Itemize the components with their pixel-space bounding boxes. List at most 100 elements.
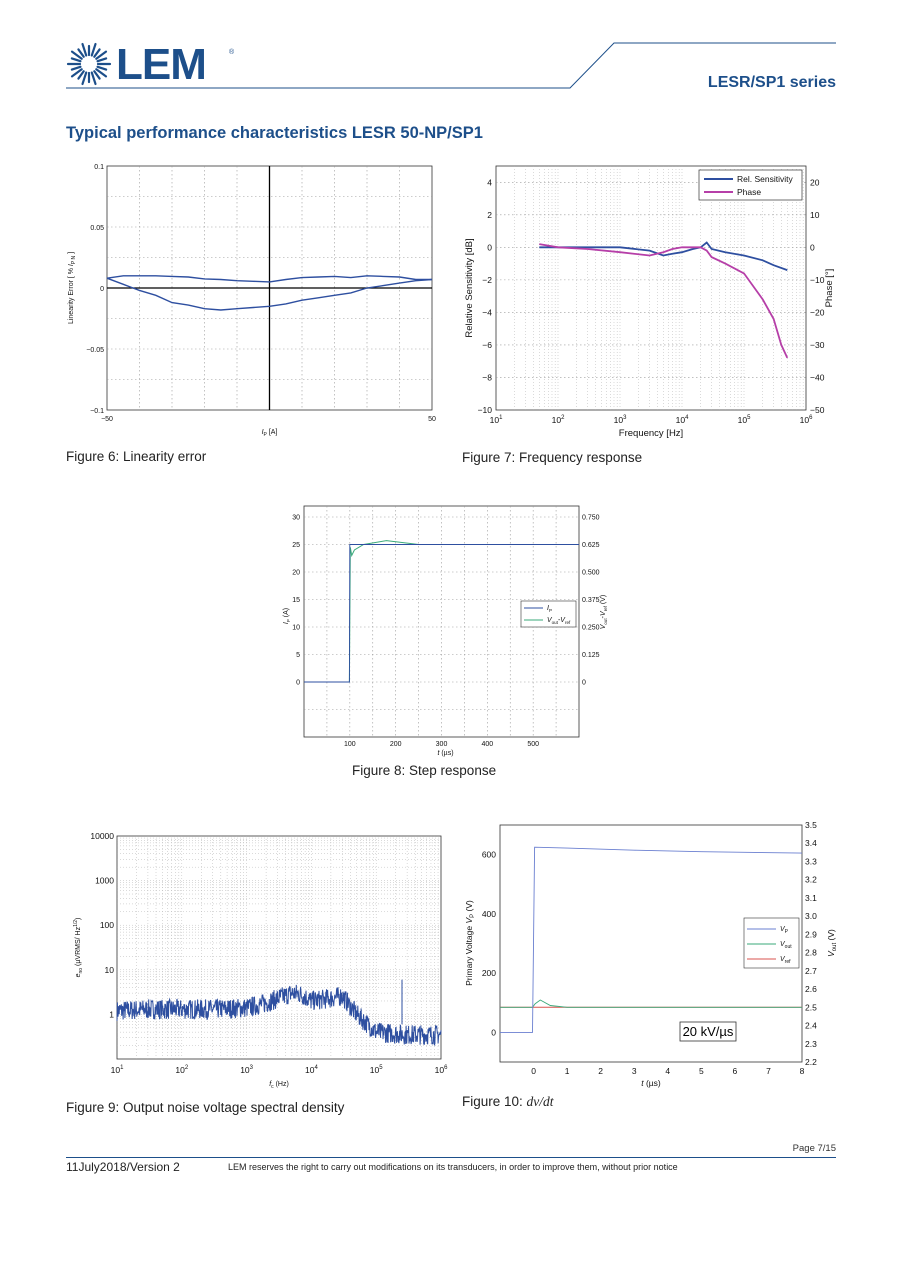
y-tick-label: 400 [482, 909, 496, 919]
y2-tick-label: 2.7 [805, 966, 817, 976]
y2-tick-label: −30 [810, 340, 825, 350]
y2-tick-label: 3.4 [805, 838, 817, 848]
x-tick-label: 106 [435, 1065, 448, 1075]
x-tick-label: 103 [240, 1065, 253, 1075]
sunburst-ray [96, 57, 108, 63]
y2-tick-label: 0.750 [582, 515, 600, 522]
x-tick-label: 104 [676, 415, 689, 425]
sunburst-ray [95, 50, 108, 60]
y-axis-label: Primary Voltage VP (V) [464, 900, 476, 986]
y2-tick-label: 3.0 [805, 911, 817, 921]
y-tick-label: 200 [482, 968, 496, 978]
figure-7-caption: Figure 7: Frequency response [462, 450, 643, 465]
noise-density-line [116, 984, 442, 1047]
y2-tick-label: 2.3 [805, 1039, 817, 1049]
y-tick-label: −8 [482, 372, 492, 382]
y-tick-label: 600 [482, 850, 496, 860]
y-tick-label: −0.05 [86, 347, 104, 354]
y-tick-label: −10 [478, 405, 493, 415]
legend: Rel. Sensitivity Phase [698, 169, 803, 201]
svg-text:®: ® [229, 48, 235, 56]
x-tick-label: 102 [175, 1065, 188, 1075]
ip-line [304, 544, 579, 683]
y-tick-label: 0 [491, 1027, 496, 1037]
y-tick-label: 10 [105, 965, 115, 975]
x-tick-label: 8 [800, 1066, 805, 1076]
x-tick-label: 105 [370, 1065, 383, 1075]
x-tick-label: 101 [111, 1065, 124, 1075]
x-axis-label: fc (Hz) [269, 1081, 289, 1090]
y2-tick-label: 0.250 [582, 625, 600, 632]
x-tick-label: 106 [800, 415, 813, 425]
y-tick-label: −6 [482, 340, 492, 350]
plot-frame [116, 835, 442, 1060]
legend-label: Phase [737, 187, 761, 197]
footer-date: 11July2018/Version 2 [66, 1160, 180, 1174]
x-axis-label: Frequency [Hz] [619, 428, 683, 439]
x-tick-label: 200 [390, 741, 402, 748]
page-number: Page 7/15 [792, 1143, 836, 1154]
y2-axis-label: Vout-Vref (V) [600, 595, 608, 630]
legend-box [743, 917, 800, 969]
y2-tick-label: 0 [810, 242, 815, 252]
y2-tick-label: 3.5 [805, 820, 817, 830]
y2-tick-label: 3.3 [805, 856, 817, 866]
legend: VP Vout Vref [743, 917, 800, 969]
x-tick-label: 105 [738, 415, 751, 425]
legend-label: Rel. Sensitivity [737, 174, 793, 184]
y2-tick-label: 3.1 [805, 893, 817, 903]
y-tick-label: 1 [109, 1009, 114, 1019]
y-tick-label: 2 [487, 210, 492, 220]
brand-text: LEM [116, 40, 206, 88]
y2-axis-label: Phase [°] [824, 269, 835, 308]
rel-sensitivity-line [539, 241, 788, 271]
sunburst-ray [81, 42, 88, 57]
y-tick-label: 4 [487, 177, 492, 187]
y2-tick-label: 2.8 [805, 948, 817, 958]
y2-tick-label: 10 [810, 210, 820, 220]
vp-line [500, 846, 803, 1033]
sunburst-ray [93, 48, 101, 58]
x-axis-label: t (µs) [437, 750, 453, 757]
y-axis-label: eno (µVRMS/ Hz1/2) [73, 918, 84, 978]
x-tick-label: 50 [428, 416, 436, 423]
x-tick-label: 1 [565, 1066, 570, 1076]
x-axis-label: t (µs) [641, 1078, 661, 1088]
x-tick-label: 100 [344, 741, 356, 748]
legend-label: Vref [780, 956, 791, 965]
x-tick-label: 101 [490, 415, 503, 425]
x-tick-label: 0 [531, 1066, 536, 1076]
sunburst-ray [96, 65, 108, 71]
y-axis-label: Relative Sensitivity [dB] [464, 238, 475, 337]
y2-tick-label: 2.5 [805, 1002, 817, 1012]
y2-tick-label: −40 [810, 372, 825, 382]
y-tick-label: 10 [292, 625, 300, 632]
x-tick-label: −50 [101, 416, 113, 423]
x-tick-label: 500 [527, 741, 539, 748]
y-tick-label: 0.05 [90, 225, 104, 232]
x-tick-label: 400 [481, 741, 493, 748]
lem-logo: LEM ® [66, 40, 246, 93]
sunburst-ray [70, 68, 83, 78]
sunburst-ray [95, 68, 108, 78]
sunburst-ray [70, 50, 83, 60]
x-tick-label: 3 [632, 1066, 637, 1076]
legend-label: Vout-Vref [547, 617, 571, 625]
x-tick-label: 7 [766, 1066, 771, 1076]
series-label: LESR/SP1 series [707, 74, 836, 91]
y-tick-label: −0.1 [90, 408, 104, 415]
header-rule [66, 42, 836, 89]
y2-tick-label: 0.500 [582, 570, 600, 577]
dvdt-annotation: 20 kV/µs [683, 1024, 734, 1039]
y-tick-label: 0 [487, 242, 492, 252]
x-tick-label: 102 [552, 415, 565, 425]
y-tick-label: 10000 [90, 831, 114, 841]
x-axis-label: IP [A] [262, 429, 278, 438]
legend-box [520, 600, 577, 628]
y2-tick-label: 2.6 [805, 984, 817, 994]
x-tick-label: 5 [699, 1066, 704, 1076]
y2-tick-label: 2.9 [805, 929, 817, 939]
phase-line [539, 243, 789, 359]
y2-tick-label: 0.125 [582, 652, 600, 659]
